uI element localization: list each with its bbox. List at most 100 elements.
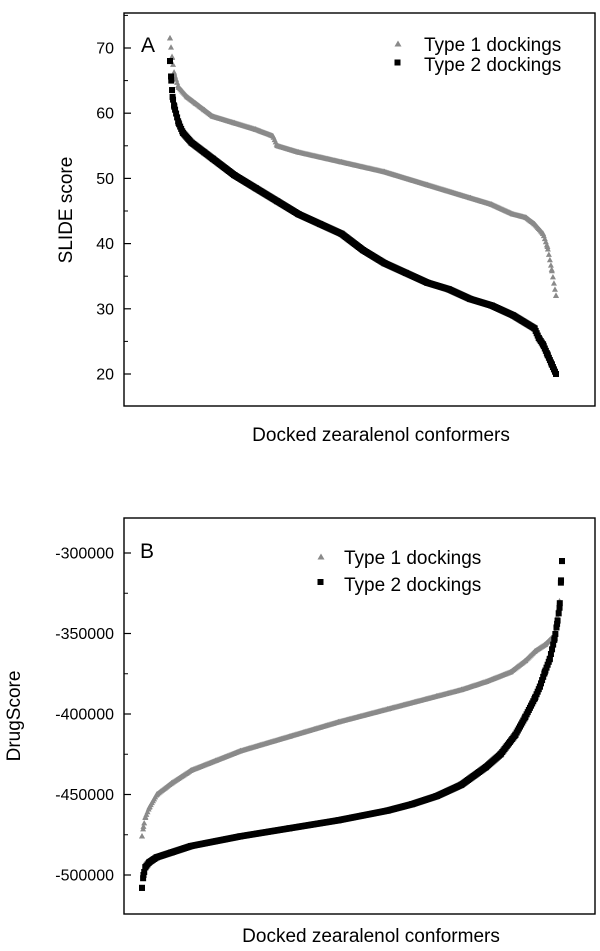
data-point (556, 600, 563, 607)
data-point (153, 854, 160, 861)
data-point (167, 58, 173, 65)
data-point (335, 718, 342, 725)
data-point (546, 656, 553, 663)
data-point (381, 260, 388, 267)
data-point (409, 801, 416, 808)
data-point (540, 673, 547, 680)
data-point (188, 139, 195, 146)
data-point (522, 214, 529, 220)
data-point (140, 872, 147, 878)
series-1-markers-b (139, 598, 563, 839)
data-point (467, 296, 474, 303)
data-point (553, 624, 560, 631)
data-point (554, 617, 561, 624)
y-tick-label: -450000 (55, 787, 114, 804)
data-point (141, 868, 148, 875)
data-point (231, 119, 238, 126)
data-point (433, 693, 440, 699)
data-point (381, 168, 388, 175)
data-point (338, 230, 345, 237)
data-point (169, 87, 176, 94)
plot-area-b (139, 558, 565, 891)
data-point (549, 646, 556, 653)
data-point (554, 620, 561, 627)
data-point (541, 669, 548, 676)
y-tick-label: -300000 (55, 546, 114, 563)
data-point (167, 35, 173, 41)
data-point (295, 149, 302, 155)
data-point (546, 256, 553, 263)
data-point (188, 767, 195, 773)
y-tick-label: 40 (96, 236, 114, 253)
y-tick-label: -400000 (55, 707, 114, 724)
data-point (173, 110, 180, 117)
data-point (141, 819, 148, 826)
data-point (184, 93, 191, 100)
data-point (544, 351, 551, 358)
y-axis-ticks-a: 20 30 40 50 60 70 (96, 14, 131, 384)
legend-a: Type 1 dockings Type 2 dockings (394, 35, 561, 76)
data-point (548, 361, 555, 368)
data-point (551, 286, 558, 292)
data-point (139, 833, 145, 839)
data-point (424, 279, 431, 286)
data-point (551, 635, 558, 642)
plot-area-a (167, 35, 559, 377)
data-point (538, 680, 544, 687)
legend-square-marker-a (394, 59, 401, 66)
legend-triangle-marker-b (317, 553, 325, 560)
legend-label-type2-b: Type 2 dockings (344, 575, 481, 596)
data-point (550, 280, 557, 286)
data-point (536, 683, 543, 690)
legend-label-type2-a: Type 2 dockings (424, 55, 561, 76)
data-point (175, 119, 182, 126)
y-axis-ticks-b: -500000 -450000 -400000 -350000 -300000 (55, 546, 131, 885)
data-point (179, 129, 186, 136)
data-point (360, 247, 366, 254)
data-point (548, 266, 555, 272)
data-point (458, 781, 465, 788)
data-point (172, 106, 179, 113)
data-point (201, 149, 208, 156)
data-point (168, 77, 175, 84)
data-point (335, 817, 342, 824)
series-1-markers-a (167, 35, 559, 298)
legend-b: Type 1 dockings Type 2 dockings (317, 548, 481, 596)
data-point (252, 185, 259, 192)
data-point (549, 274, 556, 280)
y-tick-label: 70 (96, 41, 114, 58)
data-point (168, 780, 175, 786)
series-2-markers-a (167, 58, 559, 377)
data-point (497, 751, 504, 758)
data-point (188, 843, 195, 850)
data-point (545, 251, 552, 257)
data-point (540, 230, 547, 237)
data-point (174, 114, 181, 121)
data-point (539, 677, 546, 684)
data-point (237, 833, 244, 840)
data-point (512, 731, 519, 738)
data-point (550, 641, 557, 648)
panel-a: 20 30 40 50 60 70 A SLIDE score Docked zearal… (56, 12, 596, 446)
data-point (402, 269, 409, 276)
data-point (384, 705, 391, 712)
data-point (170, 61, 177, 67)
legend-label-type1-b: Type 1 dockings (344, 548, 481, 569)
y-tick-label: -350000 (55, 626, 114, 643)
data-point (286, 825, 293, 832)
data-point (544, 243, 551, 250)
data-point (510, 312, 517, 319)
data-point (553, 371, 559, 377)
y-tick-label: -500000 (55, 868, 114, 885)
data-point (274, 142, 281, 148)
data-point (531, 648, 538, 654)
data-point (252, 126, 259, 132)
data-point (144, 808, 151, 815)
data-point (553, 292, 559, 298)
data-point (488, 302, 495, 309)
legend-label-type1-a: Type 1 dockings (424, 35, 561, 56)
data-point (286, 733, 293, 739)
data-point (541, 641, 548, 647)
data-point (142, 813, 149, 820)
data-point (531, 325, 538, 332)
